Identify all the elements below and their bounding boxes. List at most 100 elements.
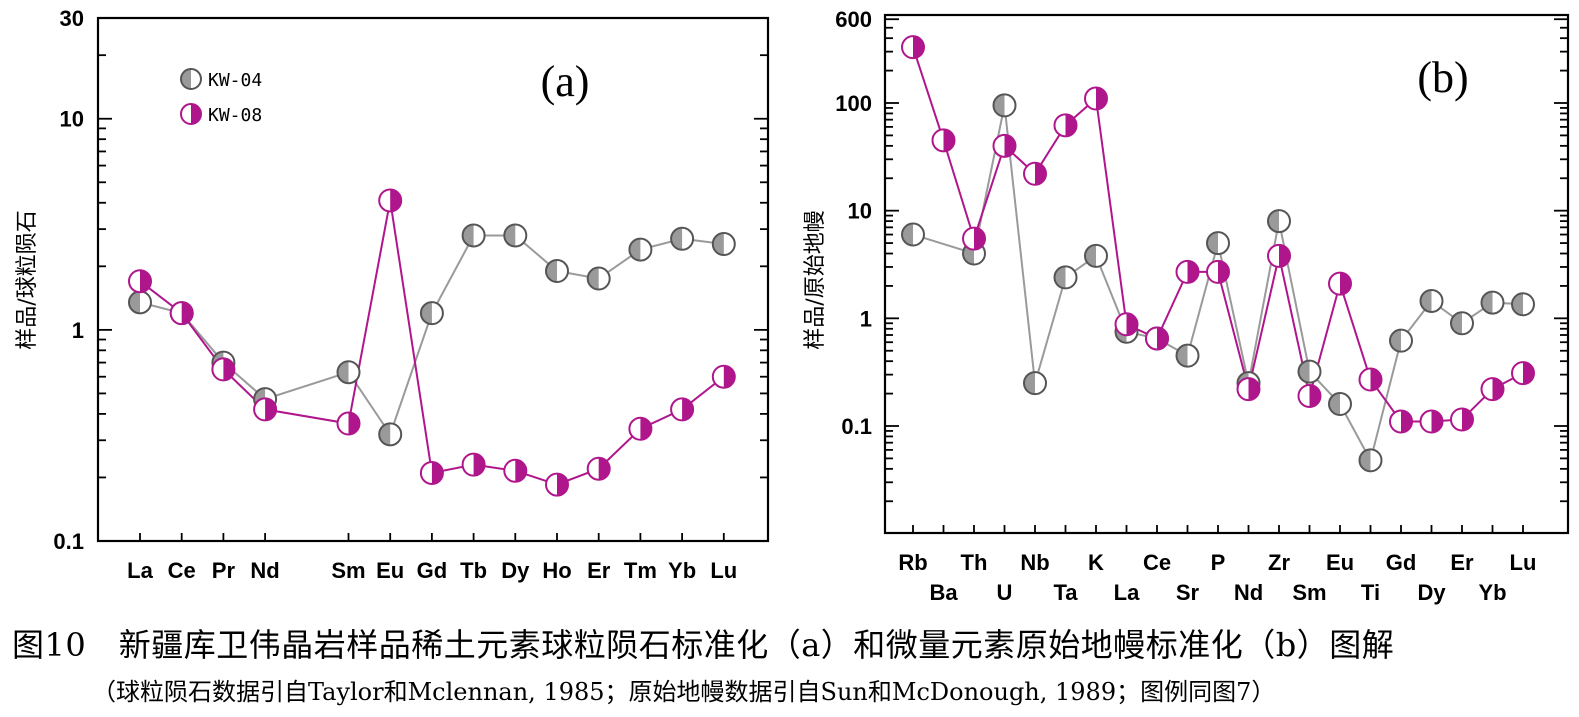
panel-b-point-kw-04-gd [1389,328,1413,353]
panel-b-point-kw-04-lu [1511,292,1535,317]
panel-b-x-label-yb: Yb [1478,580,1506,605]
panel-b-point-kw-04-dy [1419,288,1444,313]
panel-a-point-kw-04-tb [461,223,486,248]
panel-a-y-tick-label: 0.1 [53,529,84,554]
panel-b-x-label-gd: Gd [1386,550,1417,575]
panel-b-point-kw-04-zr [1267,209,1291,234]
panel-b-plot-frame [883,13,1570,535]
panel-b-point-kw-08-gd [1389,409,1413,434]
panel-a-chart: 0.1 1 10 30 La Ce Pr Nd Sm Eu Gd Tb Dy Ho Er Tm Yb Lu 样品… [15,6,770,583]
panel-b-points [901,35,1535,473]
panel-a-plot-frame [96,16,770,543]
panel-b-point-kw-04-yb [1480,290,1505,315]
panel-a-x-label-tb: Tb [460,558,487,583]
panel-b-point-kw-04-nb [1023,371,1047,396]
panel-b-point-kw-08-er [1450,407,1474,432]
panel-b-y-tick-label: 600 [835,7,872,32]
panel-a-point-kw-08-pr [211,357,236,382]
panel-b-point-kw-04-ta [1053,265,1078,290]
panel-a-y-ticks: 0.1 1 10 30 [53,6,768,554]
panel-a-x-label-lu: Lu [710,558,737,583]
legend-kw-04-symbol [180,68,202,90]
panel-b-x-label-ce: Ce [1143,550,1171,575]
panel-b-x-label-eu: Eu [1326,550,1354,575]
panel-a-x-label-ce: Ce [168,558,196,583]
panel-b-point-kw-08-zr [1267,243,1291,268]
panel-b-x-label-zr: Zr [1268,550,1290,575]
panel-a-point-kw-08-sm [336,411,361,436]
legend-label-kw-04: KW-04 [208,70,262,91]
panel-a-x-label-er: Er [587,558,611,583]
panel-a-point-kw-08-ce [169,301,194,326]
panel-a-point-kw-08-nd [253,397,278,422]
panel-a-point-kw-04-sm [336,360,361,385]
panel-a-point-kw-04-lu [711,232,736,257]
panel-a-point-kw-08-tm [628,416,653,441]
panel-a-point-kw-08-yb [670,397,695,422]
panel-a-point-kw-04-tm [628,237,653,262]
panel-a-point-kw-08-la [128,269,152,294]
panel-a-x-label-pr: Pr [212,558,236,583]
panel-b-point-kw-08-dy [1419,409,1444,434]
panel-b-x-label-er: Er [1450,550,1474,575]
panel-b-x-label-sm: Sm [1292,580,1326,605]
panel-b-x-label-k: K [1088,550,1104,575]
legend-kw-08-symbol [180,103,202,125]
legend-marker-kw-08 [180,103,202,125]
panel-b-y-tick-label: 10 [848,199,872,224]
panel-a-tag: (a) [541,57,590,106]
panel-b-point-kw-08-rb [901,35,925,60]
panel-b-x-label-ti: Ti [1361,580,1380,605]
panel-a-point-kw-04-la [128,290,152,315]
panel-b-x-label-th: Th [961,550,988,575]
panel-a-y-axis-label: 样品/球粒陨石 [15,210,40,349]
panel-a-point-kw-04-ho [545,259,569,284]
panel-b-y-tick-label: 100 [835,91,872,116]
panel-b-x-label-nd: Nd [1234,580,1263,605]
panel-b-point-kw-08-sr [1175,259,1200,284]
panel-a-point-kw-04-er [586,266,611,291]
panel-a-x-label-sm: Sm [331,558,365,583]
panel-a-point-kw-08-tb [461,452,486,477]
panel-b-y-ticks: 0.1 1 10 100 600 [835,7,1568,533]
panel-b-point-kw-04-u [992,93,1017,118]
panel-a-x-label-nd: Nd [250,558,279,583]
figure-caption-note: （球粒陨石数据引自Taylor和Mclennan, 1985；原始地幔数据引自S… [92,678,1276,706]
panel-b-point-kw-08-p [1206,259,1230,284]
panel-a-x-label-tm: Tm [624,558,657,583]
panel-b-point-kw-08-k [1084,86,1108,111]
legend: KW-04 KW-08 [180,68,262,126]
panel-b-x-label-nb: Nb [1020,550,1049,575]
panel-b-point-kw-08-la [1114,312,1139,337]
panel-b-point-kw-04-er [1450,311,1474,336]
panel-a-y-tick-label: 1 [72,318,84,343]
panel-a-line-kw-04 [139,234,724,437]
panel-b-point-kw-08-lu [1511,361,1535,386]
panel-b-y-tick-label: 1 [860,306,872,331]
panel-a-point-kw-04-dy [503,223,528,248]
panel-a-x-label-eu: Eu [376,558,404,583]
panel-b-x-label-ta: Ta [1053,580,1078,605]
panel-b-x-label-sr: Sr [1176,580,1200,605]
panel-a-y-tick-label: 30 [60,6,84,31]
panel-b-x-label-la: La [1114,580,1140,605]
panel-b-x-label-ba: Ba [929,580,958,605]
panel-b-point-kw-04-ti [1358,448,1383,473]
panel-b-y-axis-label: 样品/原始地幔 [803,210,828,349]
panel-b-x-label-p: P [1211,550,1226,575]
panel-b-point-kw-08-ba [931,128,956,153]
panel-a-x-label-gd: Gd [417,558,448,583]
panel-b-point-kw-04-p [1206,231,1230,256]
panel-b-point-kw-04-sr [1175,343,1200,368]
panel-a-x-labels: La Ce Pr Nd Sm Eu Gd Tb Dy Ho Er Tm Yb Lu [127,558,737,583]
panel-a-point-kw-04-eu [378,422,403,447]
panel-a-point-kw-08-dy [503,458,528,483]
panel-a-point-kw-04-yb [670,226,695,251]
panel-a-x-label-ho: Ho [542,558,571,583]
panel-b-point-kw-08-u [992,133,1017,158]
panel-b-point-kw-08-nb [1023,161,1047,186]
panel-b-x-label-rb: Rb [898,550,927,575]
